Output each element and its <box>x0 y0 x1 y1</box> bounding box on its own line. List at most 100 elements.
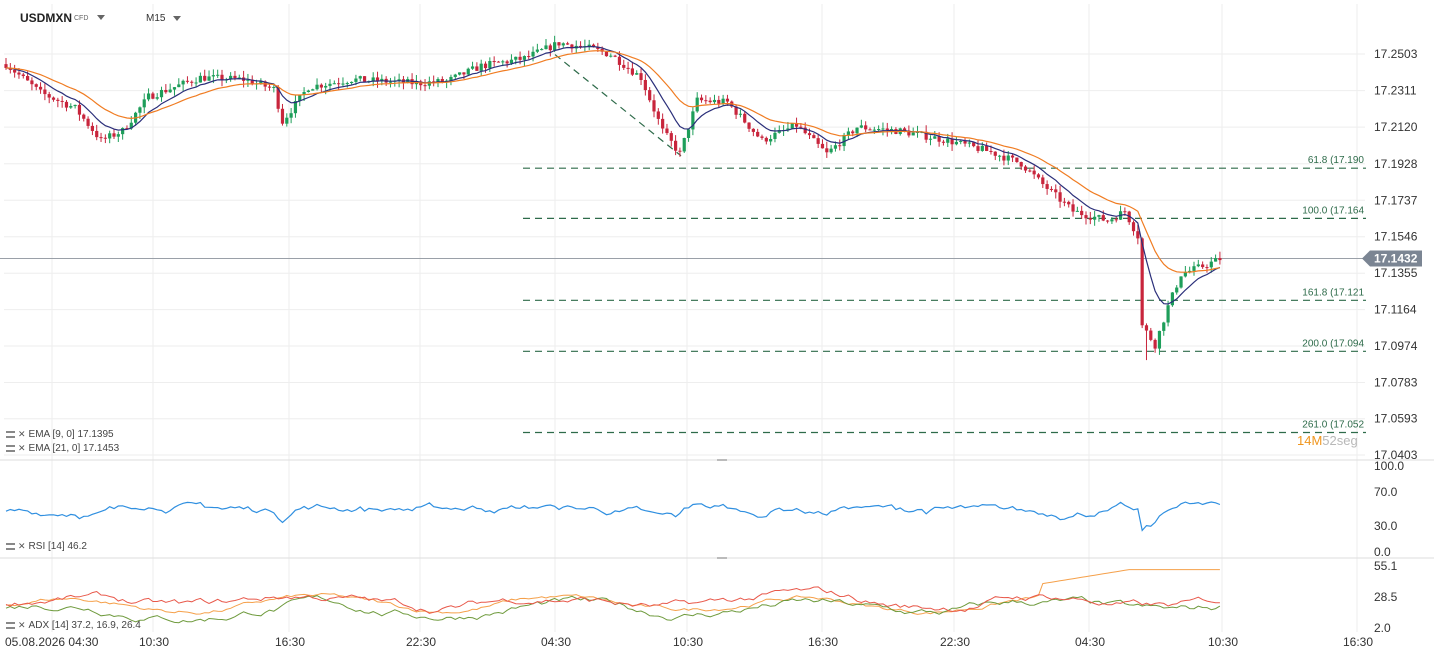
candle-body <box>967 142 971 144</box>
pane-resize-handle <box>717 459 727 461</box>
adx-tick-label: 2.0 <box>1374 621 1391 635</box>
candle-body <box>267 86 272 88</box>
candle-body <box>1114 219 1118 221</box>
candle-body <box>1205 267 1209 269</box>
candle-body <box>108 133 112 139</box>
adx-tick-label: 28.5 <box>1374 590 1398 604</box>
candle-body <box>885 128 889 131</box>
candle-body <box>125 128 129 130</box>
candle-body <box>548 45 552 51</box>
candle-body <box>807 133 812 136</box>
candle-body <box>1209 261 1213 268</box>
candle-body <box>337 83 341 85</box>
candle-body <box>851 131 855 134</box>
ema-lines <box>5 45 1221 305</box>
candle-body <box>561 43 565 46</box>
candle-body <box>168 89 172 93</box>
candle-body <box>1183 272 1187 277</box>
candle-body <box>436 78 440 83</box>
candle-body <box>470 66 475 69</box>
time-tick-label: 22:30 <box>940 635 970 649</box>
candle-body <box>842 134 846 147</box>
candle-body <box>64 101 69 108</box>
candle-body <box>1144 325 1149 331</box>
close-icon[interactable]: ✕ <box>18 541 26 551</box>
symbol-dropdown-icon[interactable] <box>97 15 105 20</box>
timeframe-dropdown-icon[interactable] <box>173 16 181 21</box>
adx-line <box>5 569 1220 615</box>
candle-body <box>877 129 881 131</box>
adx-tick-label: 55.1 <box>1374 559 1398 573</box>
candle-body <box>1140 238 1144 326</box>
candle-body <box>306 90 310 92</box>
candle-body <box>103 137 107 139</box>
close-icon[interactable]: ✕ <box>18 443 26 453</box>
close-icon[interactable]: ✕ <box>18 429 26 439</box>
candle-body <box>1101 215 1105 221</box>
candle-body <box>34 84 38 87</box>
close-icon[interactable]: ✕ <box>18 620 26 630</box>
settings-lines-icon[interactable] <box>6 445 15 452</box>
time-tick-label: 05.08.2026 04:30 <box>5 635 99 649</box>
candle-body <box>479 63 483 71</box>
candle-body <box>1097 215 1101 217</box>
candle-body <box>1093 216 1097 220</box>
candle-body <box>1088 218 1092 220</box>
candle-body <box>1175 287 1179 293</box>
candle-body <box>993 151 997 156</box>
candle-body <box>1123 211 1127 213</box>
price-tick-label: 17.2311 <box>1374 84 1417 98</box>
candle-body <box>259 81 263 84</box>
candle-body <box>872 129 876 131</box>
candle-body <box>881 128 885 130</box>
candle-body <box>954 141 958 145</box>
candlesticks[interactable] <box>4 35 1222 361</box>
candle-body <box>937 136 941 142</box>
candle-body <box>488 61 492 69</box>
candle-body <box>1062 201 1066 203</box>
candle-body <box>514 56 518 60</box>
price-tick-label: 17.2503 <box>1374 47 1418 61</box>
candle-body <box>630 68 634 75</box>
candle-body <box>1028 170 1032 172</box>
candle-body <box>613 55 617 57</box>
timeframe-selector[interactable]: M15 <box>146 13 166 24</box>
candle-body <box>950 138 954 145</box>
pane-resize-handle <box>717 557 727 559</box>
candle-body <box>699 97 704 101</box>
settings-lines-icon[interactable] <box>6 622 15 629</box>
price-tick-label: 17.1355 <box>1374 266 1418 280</box>
candle-body <box>164 89 168 93</box>
candle-body <box>121 128 125 135</box>
symbol-name[interactable]: USDMXN <box>20 11 73 25</box>
candle-body <box>237 77 241 79</box>
candle-body <box>1075 210 1079 212</box>
candle-body <box>194 82 198 84</box>
candle-body <box>159 89 164 98</box>
candle-body <box>203 75 207 81</box>
candle-body <box>816 138 820 144</box>
ema9-label: EMA [9, 0] 17.1395 <box>28 429 114 440</box>
candle-body <box>492 61 496 63</box>
candle-body <box>1136 231 1140 239</box>
candle-body <box>1045 184 1049 189</box>
candle-body <box>151 93 155 99</box>
candle-body <box>272 86 276 88</box>
candle-body <box>635 73 639 75</box>
settings-lines-icon[interactable] <box>6 543 15 550</box>
candle-body <box>129 122 133 129</box>
candle-body <box>47 94 51 98</box>
price-tick-label: 17.1737 <box>1374 193 1418 207</box>
candle-body <box>544 45 548 50</box>
price-tick-label: 17.1546 <box>1374 230 1418 244</box>
time-tick-label: 16:30 <box>808 635 838 649</box>
adx-legend: ✕ ADX [14] 37.2, 16.9, 26.4 <box>6 620 141 631</box>
settings-lines-icon[interactable] <box>6 431 15 438</box>
candle-body <box>1010 155 1015 158</box>
candle-body <box>604 51 609 57</box>
rsi-tick-label: 30.0 <box>1374 519 1398 533</box>
candle-body <box>77 104 82 115</box>
candle-body <box>665 128 669 134</box>
candle-body <box>146 93 151 100</box>
